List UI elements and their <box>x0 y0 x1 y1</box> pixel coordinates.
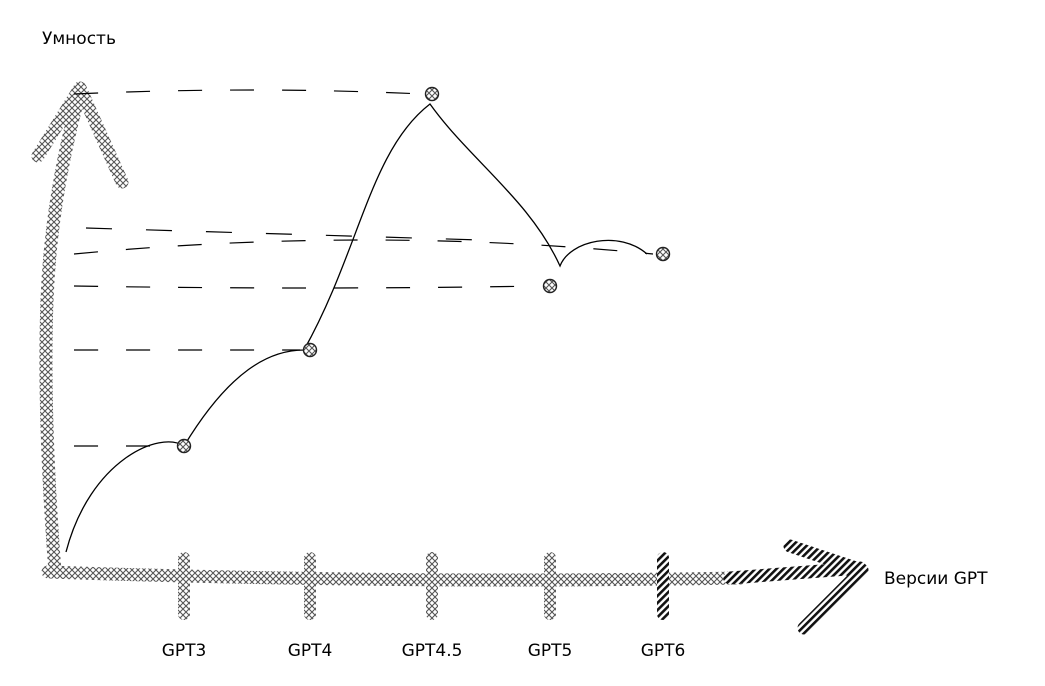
data-point-4 <box>542 278 558 294</box>
x-tick-label-3: GPT4.5 <box>402 641 463 661</box>
guide-lines <box>73 89 654 447</box>
series-line <box>65 103 648 553</box>
x-tick-label-1: GPT3 <box>162 641 207 661</box>
x-tick-label-2: GPT4 <box>288 641 333 661</box>
data-point-5 <box>655 246 671 262</box>
x-axis-line <box>41 565 747 587</box>
x-tick-label-5: GPT6 <box>641 641 686 661</box>
data-point-3 <box>424 86 440 102</box>
data-point-2 <box>302 342 318 358</box>
labels-layer: Умность Версии GPT GPT3 GPT4 GPT4.5 GPT5 GPT… <box>42 29 988 661</box>
guide-line-5 <box>73 239 654 255</box>
guide-line-3 <box>73 89 423 95</box>
x-axis-label: Версии GPT <box>884 569 988 589</box>
guide-line-extra <box>85 227 481 241</box>
y-axis-arrowhead <box>31 81 129 189</box>
x-tick-label-4: GPT5 <box>528 641 573 661</box>
series-layer <box>65 86 671 553</box>
axes <box>31 81 869 635</box>
data-point-1 <box>176 438 192 454</box>
y-axis-label: Умность <box>42 29 116 49</box>
guide-line-4 <box>73 285 541 289</box>
x-axis-tip <box>723 561 867 585</box>
y-axis-line <box>39 85 87 579</box>
x-axis-arrowhead <box>783 539 869 635</box>
